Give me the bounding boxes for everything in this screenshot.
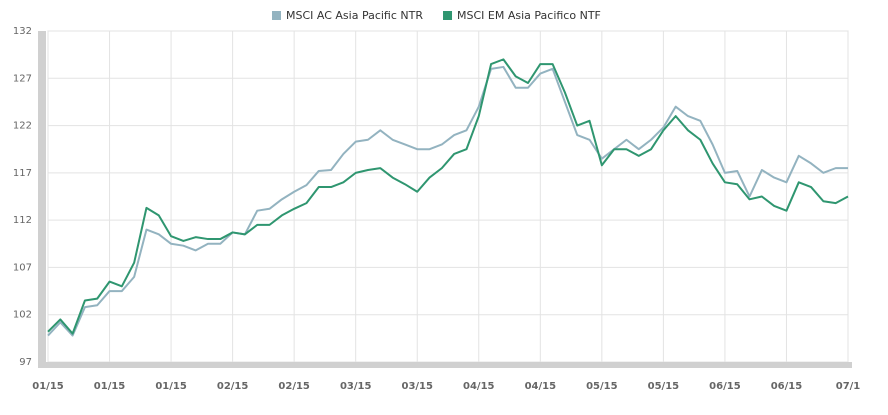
x-tick-label: 06/15 [771, 381, 803, 392]
y-tick-label: 107 [13, 262, 32, 273]
x-tick-label: 01/15 [155, 381, 187, 392]
legend-swatch [443, 11, 453, 20]
x-tick-label: 07/1 [836, 381, 861, 392]
x-tick-label: 02/15 [278, 381, 310, 392]
y-tick-label: 127 [13, 73, 32, 84]
x-tick-label: 06/15 [709, 381, 741, 392]
series-line [47, 58, 849, 335]
left-scrollbar [38, 31, 46, 368]
x-tick-label: 02/15 [217, 381, 249, 392]
plot-background [47, 30, 849, 363]
x-tick-label: 05/15 [648, 381, 680, 392]
legend-swatch [272, 11, 281, 20]
y-tick-label: 132 [13, 26, 32, 37]
x-tick-label: 03/15 [340, 381, 372, 392]
legend-label: MSCI EM Asia Pacifico NTF [457, 9, 601, 22]
x-tick-label: 04/15 [525, 381, 557, 392]
x-tick-label: 05/15 [586, 381, 618, 392]
y-tick-label: 97 [19, 357, 32, 368]
y-tick-label: 102 [13, 310, 32, 321]
y-tick-label: 112 [13, 215, 32, 226]
y-tick-label: 122 [13, 121, 32, 132]
legend-label: MSCI AC Asia Pacific NTR [286, 9, 423, 22]
bottom-scrollbar [38, 362, 852, 368]
y-tick-label: 117 [13, 168, 32, 179]
x-tick-label: 01/15 [94, 381, 126, 392]
x-tick-label: 04/15 [463, 381, 495, 392]
x-tick-label: 01/15 [32, 381, 64, 392]
x-tick-label: 03/15 [401, 381, 433, 392]
series-line [47, 65, 848, 337]
